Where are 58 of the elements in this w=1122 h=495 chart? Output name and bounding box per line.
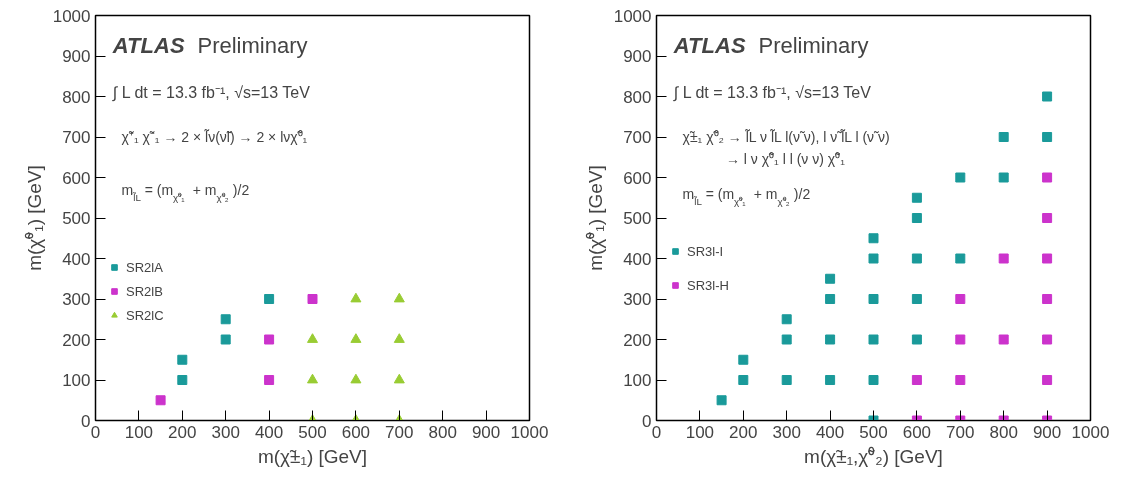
y-tick-label: 700 <box>623 128 652 147</box>
x-tick-label: 1000 <box>510 422 549 442</box>
annotation: ∫ L dt = 13.3 fb⁻¹, √s=13 TeV <box>111 83 311 102</box>
legend-label: SR2lB <box>126 283 163 299</box>
x-tick-label: 400 <box>815 422 845 442</box>
x-tick-label: 800 <box>989 422 1018 442</box>
y-tick-label: 300 <box>62 290 91 309</box>
x-tick-label: 900 <box>1032 422 1062 442</box>
y-tick-label: 1000 <box>613 6 652 26</box>
y-tick-label: 500 <box>623 209 652 228</box>
legend-label: SR2lA <box>126 259 163 275</box>
text: ATLAS <box>111 33 185 59</box>
text: Preliminary <box>758 33 869 59</box>
y-tick-label: 600 <box>623 168 652 188</box>
x-tick-label: 200 <box>729 422 758 442</box>
x-tick-label: 100 <box>685 422 715 442</box>
text: ATLAS <box>672 33 746 59</box>
x-tick-label: 600 <box>902 422 932 442</box>
y-tick-label: 900 <box>623 47 652 66</box>
y-tick-label: 400 <box>623 249 652 269</box>
x-tick-label: 300 <box>772 422 801 442</box>
y-tick-label: 200 <box>623 330 652 350</box>
legend-label: SR3l-H <box>687 277 729 293</box>
x-tick-label: 700 <box>946 422 975 442</box>
legend-label: SR2lC <box>126 307 164 323</box>
annotation: χ̃⁺₁ χ̃⁻₁ → 2 × l̃ν(ν̃l) → 2 × lνχ̃⁰₁ <box>121 128 308 146</box>
x-tick-label: 400 <box>254 422 284 442</box>
y-tick-label: 500 <box>62 209 91 228</box>
y-axis-title: m(χ̃⁰₁) [GeV] <box>584 165 606 271</box>
y-tick-label: 100 <box>623 371 652 390</box>
y-tick-label: 600 <box>62 168 91 188</box>
text: Preliminary <box>197 33 308 59</box>
x-tick-label: 700 <box>385 422 414 442</box>
y-tick-label: 1000 <box>52 6 91 26</box>
y-tick-label: 800 <box>62 87 91 107</box>
x-tick-label: 600 <box>341 422 371 442</box>
x-tick-label: 900 <box>471 422 501 442</box>
legend-label: SR3l-I <box>687 243 724 259</box>
y-tick-label: 100 <box>62 371 91 390</box>
annotation: ∫ L dt = 13.3 fb⁻¹, √s=13 TeV <box>672 83 872 102</box>
annotation: χ̃±₁ χ̃⁰₂ → l̃L ν l̃L l(ν̃ ν), l ν̃ l̃L l (ν̃ ν) <box>682 128 890 146</box>
y-tick-label: 800 <box>623 87 652 107</box>
x-tick-label: 1000 <box>1071 422 1110 442</box>
x-tick-label: 300 <box>211 422 240 442</box>
x-tick-label: 500 <box>298 422 327 442</box>
y-tick-label: 300 <box>623 290 652 309</box>
x-tick-label: 800 <box>428 422 457 442</box>
x-tick-label: 100 <box>124 422 154 442</box>
annotation: → l ν χ̃⁰₁ l l (ν ν) χ̃⁰₁ <box>725 151 846 168</box>
y-tick-label: 900 <box>62 47 91 66</box>
x-axis-title: m(χ̃±₁) [GeV] <box>257 445 368 467</box>
y-axis-title: m(χ̃⁰₁) [GeV] <box>23 165 45 271</box>
x-tick-label: 500 <box>859 422 888 442</box>
x-axis-title: m(χ̃±₁,χ̃⁰₂) [GeV] <box>804 445 943 467</box>
y-tick-label: 700 <box>62 128 91 147</box>
y-tick-label: 200 <box>62 330 91 350</box>
x-tick-label: 200 <box>168 422 197 442</box>
y-tick-label: 400 <box>62 249 91 269</box>
